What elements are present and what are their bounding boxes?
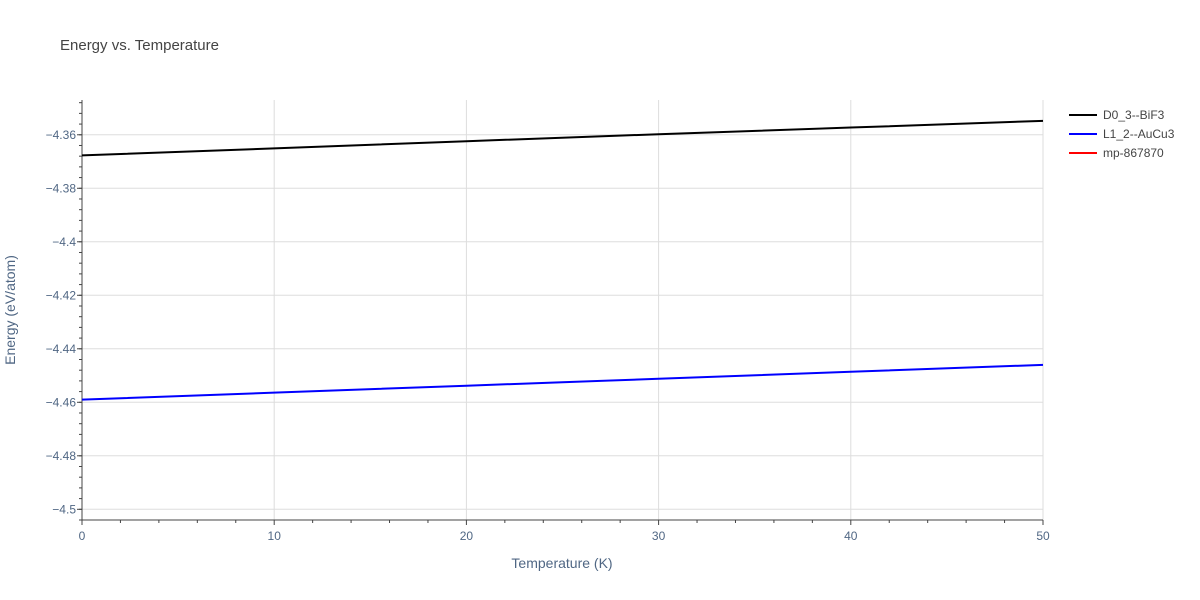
- y-tick-label: −4.5: [52, 502, 76, 516]
- series-line-1: [81, 363, 1044, 401]
- legend-label: D0_3--BiF3: [1103, 108, 1165, 122]
- y-axis-title: Energy (eV/atom): [2, 255, 18, 365]
- series-line-0: [81, 119, 1044, 157]
- x-tick-label: 40: [844, 529, 858, 543]
- legend: D0_3--BiF3 L1_2--AuCu3 mp-867870: [1069, 108, 1175, 160]
- y-tick-label: −4.36: [46, 128, 77, 142]
- x-tick-label: 50: [1036, 529, 1050, 543]
- y-tick-label: −4.42: [46, 288, 77, 302]
- x-tick-label: 30: [652, 529, 666, 543]
- chart-title: Energy vs. Temperature: [60, 37, 219, 54]
- legend-label: L1_2--AuCu3: [1103, 127, 1175, 141]
- y-tick-label: −4.4: [52, 235, 76, 249]
- y-tick-label: −4.44: [46, 342, 77, 356]
- x-tick-label: 20: [460, 529, 474, 543]
- x-axis-title: Temperature (K): [511, 555, 612, 571]
- x-tick-label: 10: [268, 529, 282, 543]
- grid: [82, 100, 1044, 520]
- axes: −4.36 −4.38 −4.4 −4.42 −4.44 −4.46 −4.48 −4.50 1…: [46, 100, 1050, 543]
- y-tick-label: −4.38: [46, 181, 77, 195]
- y-tick-label: −4.48: [46, 449, 77, 463]
- y-tick-label: −4.46: [46, 395, 77, 409]
- legend-label: mp-867870: [1103, 146, 1164, 160]
- series-lines: [81, 119, 1044, 401]
- x-tick-label: 0: [79, 529, 86, 543]
